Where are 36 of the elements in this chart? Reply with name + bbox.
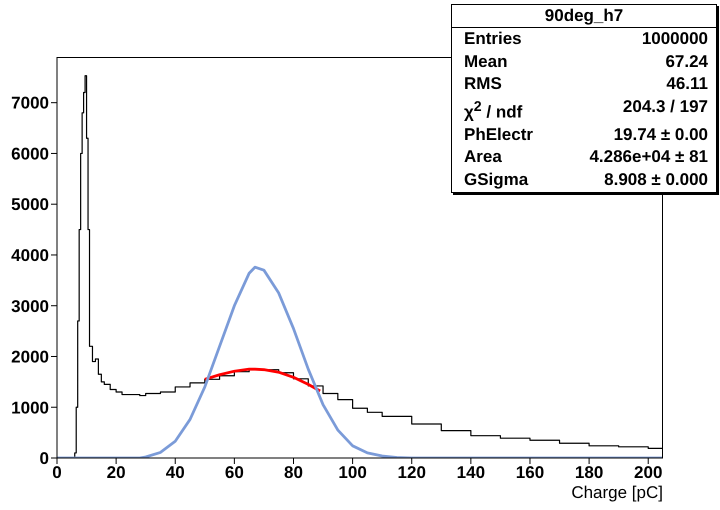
annotation: 8.908 ± 0.000 [603, 168, 708, 191]
x-tick-label: 60 [224, 463, 244, 482]
annotation: Mean [464, 50, 508, 72]
annotation: RMS [464, 73, 503, 95]
x-tick-label: 200 [634, 463, 662, 482]
text: Entries [464, 28, 523, 50]
y-tick-label: 5000 [11, 195, 49, 214]
x-tick-label: 160 [516, 463, 544, 482]
x-axis-title: Charge [pC] [571, 483, 663, 502]
text: 46.11 [665, 73, 708, 95]
annotation: 19.74 ± 0.00 [612, 124, 708, 146]
line-series [203, 368, 322, 392]
text: 67.24 [664, 50, 708, 72]
x-tick-label: 20 [106, 463, 126, 482]
x-tick-label: 180 [574, 463, 604, 482]
y-tick-label: 0 [40, 449, 49, 468]
text: 1000000 [640, 28, 708, 50]
annotation: GSigma [464, 168, 530, 191]
x-tick-label: 40 [166, 463, 185, 482]
annotation: 4.286e+04 ± 81 [588, 146, 708, 168]
y-tick-label: 3000 [11, 296, 49, 316]
x-tick-label: 100 [338, 463, 367, 482]
y-tick-label: 1000 [11, 398, 49, 418]
y-tick-label: 4000 [11, 246, 49, 265]
x-tick-label: 80 [284, 463, 303, 482]
y-tick-label: 7000 [11, 94, 49, 113]
annotation: 204.3 / 197 [622, 96, 708, 118]
annotation: χ$^{2}$ / ndf [464, 98, 524, 124]
x-tick-label: 0 [52, 463, 62, 482]
annotation: PhElectr [464, 124, 533, 146]
chart-title: 90deg_h7 [452, 5, 716, 28]
x-tick-label: 120 [398, 463, 426, 482]
x-tick-label: 140 [456, 463, 486, 482]
y-tick-label: 6000 [11, 144, 49, 164]
annotation: Area [464, 146, 503, 168]
y-tick-label: 2000 [11, 348, 49, 367]
